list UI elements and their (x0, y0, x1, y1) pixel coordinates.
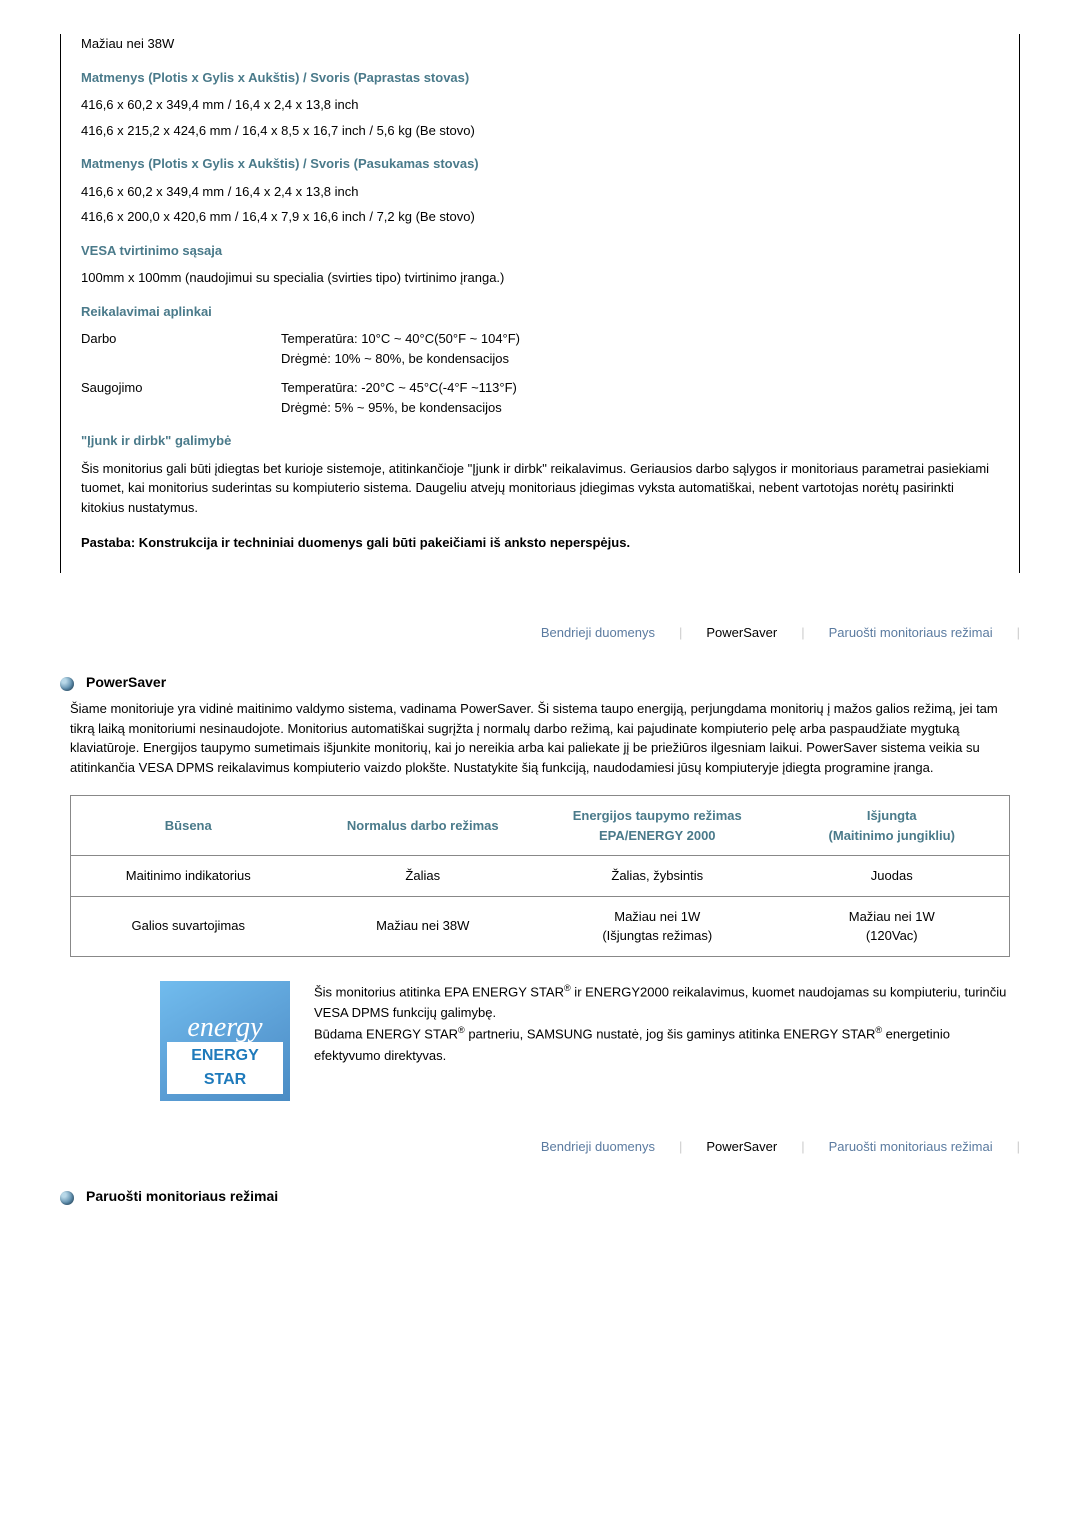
env-work-temp: Temperatūra: 10°C ~ 40°C(50°F ~ 104°F) (281, 329, 999, 349)
nav-separator: | (679, 623, 682, 643)
nav-separator: | (801, 1137, 804, 1157)
table-header-row: Būsena Normalus darbo režimas Energijos … (71, 796, 1009, 856)
reg-mark: ® (564, 983, 571, 993)
spec-heading-env: Reikalavimai aplinkai (81, 302, 999, 322)
reg-mark: ® (458, 1025, 465, 1035)
spec-value: 416,6 x 215,2 x 424,6 mm / 16,4 x 8,5 x … (81, 121, 999, 141)
table-cell: Mažiau nei 1W (120Vac) (775, 897, 1010, 956)
nav-powersaver[interactable]: PowerSaver (706, 1137, 777, 1157)
nav-general[interactable]: Bendrieji duomenys (541, 1137, 655, 1157)
table-cell: Žalias, žybsintis (540, 856, 775, 896)
powersaver-header: PowerSaver (60, 672, 1020, 693)
spec-value-pnp: Šis monitorius gali būti įdiegtas bet ku… (81, 459, 999, 518)
table-cell: Galios suvartojimas (71, 897, 306, 956)
nav-separator: | (1017, 1137, 1020, 1157)
table-cell: Maitinimo indikatorius (71, 856, 306, 896)
energystar-swoosh: energy (170, 1007, 280, 1049)
spec-value: 416,6 x 60,2 x 349,4 mm / 16,4 x 2,4 x 1… (81, 95, 999, 115)
powersaver-table: Būsena Normalus darbo režimas Energijos … (70, 795, 1010, 957)
table-header-off: Išjungta (Maitinimo jungikliu) (775, 796, 1010, 855)
bullet-icon (60, 677, 74, 691)
table-cell: Žalias (306, 856, 541, 896)
env-work-label: Darbo (81, 329, 281, 368)
table-header-saving: Energijos taupymo režimas EPA/ENERGY 200… (540, 796, 775, 855)
spec-value: 100mm x 100mm (naudojimui su specialia (… (81, 268, 999, 288)
table-cell: Mažiau nei 1W (Išjungtas režimas) (540, 897, 775, 956)
nav-separator: | (801, 623, 804, 643)
nav-separator: | (679, 1137, 682, 1157)
spec-heading-pnp: "Įjunk ir dirbk" galimybė (81, 431, 999, 451)
spec-note: Pastaba: Konstrukcija ir techniniai duom… (81, 533, 999, 553)
energystar-label: ENERGY STAR (167, 1042, 283, 1094)
preset-header: Paruošti monitoriaus režimai (60, 1186, 1020, 1207)
nav-row-2: Bendrieji duomenys | PowerSaver | Paruoš… (60, 1137, 1020, 1157)
bullet-icon (60, 1191, 74, 1205)
nav-general[interactable]: Bendrieji duomenys (541, 623, 655, 643)
nav-powersaver[interactable]: PowerSaver (706, 623, 777, 643)
powersaver-title: PowerSaver (86, 672, 166, 693)
nav-preset[interactable]: Paruošti monitoriaus režimai (829, 623, 993, 643)
env-store-hum: Drėgmė: 5% ~ 95%, be kondensacijos (281, 398, 999, 418)
table-header-normal: Normalus darbo režimas (306, 796, 541, 855)
spec-value: 416,6 x 200,0 x 420,6 mm / 16,4 x 7,9 x … (81, 207, 999, 227)
spec-value: Mažiau nei 38W (81, 34, 999, 54)
env-work-hum: Drėgmė: 10% ~ 80%, be kondensacijos (281, 349, 999, 369)
nav-row-1: Bendrieji duomenys | PowerSaver | Paruoš… (60, 623, 1020, 643)
env-store-label: Saugojimo (81, 378, 281, 417)
spec-heading-vesa: VESA tvirtinimo sąsaja (81, 241, 999, 261)
spec-value: 416,6 x 60,2 x 349,4 mm / 16,4 x 2,4 x 1… (81, 182, 999, 202)
spec-heading-dimensions-pivot: Matmenys (Plotis x Gylis x Aukštis) / Sv… (81, 154, 999, 174)
energystar-text: Šis monitorius atitinka EPA ENERGY STAR®… (314, 981, 1010, 1067)
table-cell: Mažiau nei 38W (306, 897, 541, 956)
nav-preset[interactable]: Paruošti monitoriaus režimai (829, 1137, 993, 1157)
energystar-logo: energy ENERGY STAR (160, 981, 290, 1101)
table-row: Galios suvartojimas Mažiau nei 38W Mažia… (71, 897, 1009, 956)
env-store-temp: Temperatūra: -20°C ~ 45°C(-4°F ~113°F) (281, 378, 999, 398)
powersaver-paragraph: Šiame monitoriuje yra vidinė maitinimo v… (70, 699, 1010, 777)
spec-heading-dimensions-simple: Matmenys (Plotis x Gylis x Aukštis) / Sv… (81, 68, 999, 88)
specs-panel: Mažiau nei 38W Matmenys (Plotis x Gylis … (60, 34, 1020, 573)
table-cell: Juodas (775, 856, 1010, 896)
energystar-block: energy ENERGY STAR Šis monitorius atitin… (160, 981, 1010, 1101)
preset-title: Paruošti monitoriaus režimai (86, 1186, 278, 1207)
table-row: Maitinimo indikatorius Žalias Žalias, žy… (71, 856, 1009, 897)
nav-separator: | (1017, 623, 1020, 643)
table-header-state: Būsena (71, 796, 306, 855)
